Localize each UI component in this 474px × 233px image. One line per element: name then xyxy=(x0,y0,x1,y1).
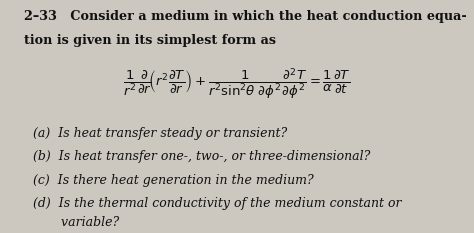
Text: $\dfrac{1}{r^2}\dfrac{\partial}{\partial r}\!\left(r^2\dfrac{\partial T}{\partia: $\dfrac{1}{r^2}\dfrac{\partial}{\partial… xyxy=(123,66,351,101)
Text: (d)  Is the thermal conductivity of the medium constant or: (d) Is the thermal conductivity of the m… xyxy=(33,197,401,210)
Text: (a)  Is heat transfer steady or transient?: (a) Is heat transfer steady or transient… xyxy=(33,127,287,140)
Text: (b)  Is heat transfer one-, two-, or three-dimensional?: (b) Is heat transfer one-, two-, or thre… xyxy=(33,150,371,163)
Text: variable?: variable? xyxy=(33,216,119,229)
Text: 2–33   Consider a medium in which the heat conduction equa-: 2–33 Consider a medium in which the heat… xyxy=(24,10,466,24)
Text: tion is given in its simplest form as: tion is given in its simplest form as xyxy=(24,34,276,47)
Text: (c)  Is there heat generation in the medium?: (c) Is there heat generation in the medi… xyxy=(33,174,314,187)
